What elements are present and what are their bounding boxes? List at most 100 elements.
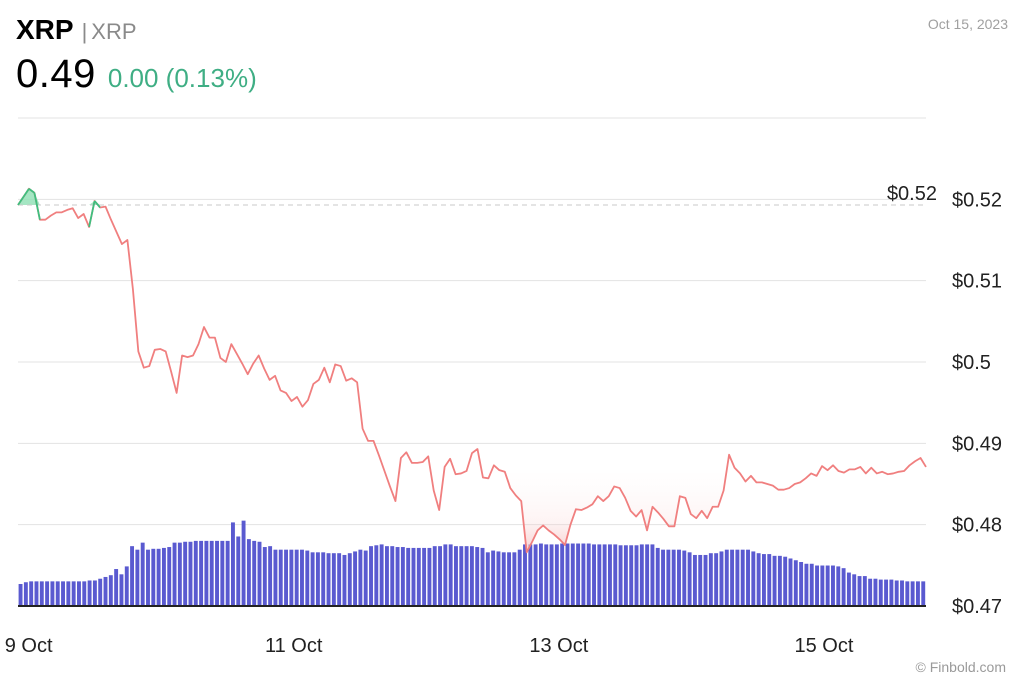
price-segment-up bbox=[88, 200, 96, 228]
volume-bar bbox=[719, 551, 724, 606]
volume-bar bbox=[172, 542, 177, 606]
volume-bar bbox=[140, 542, 145, 606]
volume-bar bbox=[565, 543, 570, 606]
volume-bar bbox=[677, 549, 681, 606]
volume-bar bbox=[273, 549, 278, 606]
volume-bar bbox=[193, 540, 198, 606]
volume-bar bbox=[161, 547, 166, 606]
volume-bar bbox=[416, 547, 421, 606]
volume-bar bbox=[400, 547, 405, 606]
volume-bar bbox=[501, 552, 506, 606]
volume-bar bbox=[650, 544, 655, 606]
price-segment-up bbox=[33, 192, 41, 220]
volume-bar bbox=[666, 549, 671, 606]
current-price: 0.49 bbox=[16, 52, 96, 96]
volume-bar bbox=[379, 544, 384, 606]
volume-bar bbox=[114, 569, 119, 606]
volume-bar bbox=[108, 575, 113, 606]
volume-bar bbox=[34, 581, 39, 606]
volume-bar bbox=[581, 543, 586, 606]
volume-bar bbox=[862, 576, 867, 606]
volume-bar bbox=[204, 540, 209, 606]
volume-bar bbox=[459, 546, 464, 606]
volume-bar bbox=[395, 547, 400, 606]
above-reference-fill bbox=[18, 188, 926, 206]
volume-bar bbox=[857, 576, 862, 606]
volume-bar bbox=[23, 582, 28, 606]
volume-bar bbox=[241, 520, 246, 606]
volume-bar bbox=[464, 546, 469, 606]
volume-bar bbox=[841, 568, 846, 606]
x-axis-labels: 9 Oct 11 Oct 13 Oct 15 Oct bbox=[5, 635, 854, 657]
volume-bar bbox=[146, 549, 150, 606]
asset-symbol: XRP bbox=[16, 14, 74, 45]
volume-bar bbox=[18, 584, 23, 606]
price-change: 0.00 (0.13%) bbox=[107, 63, 257, 93]
volume-bar bbox=[889, 579, 894, 606]
volume-bar bbox=[369, 546, 373, 606]
volume-bar bbox=[454, 546, 458, 606]
volume-bar bbox=[915, 581, 920, 606]
volume-bar bbox=[900, 580, 904, 606]
volume-bar bbox=[608, 544, 612, 606]
volume-bar bbox=[87, 580, 92, 606]
reference-label: $0.52 bbox=[887, 183, 937, 205]
volume-bar bbox=[894, 580, 899, 606]
volume-bar bbox=[384, 546, 389, 606]
y-tick-label: $0.48 bbox=[952, 515, 1002, 537]
volume-bar bbox=[300, 549, 304, 606]
volume-bar bbox=[868, 578, 873, 606]
x-tick-label: 11 Oct bbox=[265, 635, 323, 657]
volume-bar bbox=[629, 545, 634, 606]
volume-bar bbox=[533, 544, 538, 606]
volume-bar bbox=[777, 555, 782, 606]
volume-bar bbox=[698, 554, 703, 606]
x-tick-label: 13 Oct bbox=[529, 635, 588, 657]
volume-bar bbox=[740, 549, 745, 606]
volume-bar bbox=[374, 545, 379, 606]
volume-bar bbox=[517, 549, 522, 606]
volume-bar bbox=[884, 579, 889, 606]
volume-bar bbox=[645, 544, 650, 606]
volume-bar bbox=[554, 544, 559, 606]
y-tick-label: $0.51 bbox=[952, 271, 1002, 293]
volume-bar bbox=[549, 544, 554, 606]
volume-bar bbox=[815, 565, 819, 606]
volume-bar bbox=[772, 555, 777, 606]
y-tick-label: $0.47 bbox=[952, 596, 1002, 618]
x-tick-label: 9 Oct bbox=[5, 635, 53, 657]
volume-bar bbox=[735, 549, 740, 606]
volume-bar bbox=[61, 581, 65, 606]
gridlines bbox=[18, 117, 926, 607]
volume-bar bbox=[92, 580, 97, 606]
volume-bar bbox=[538, 543, 543, 606]
volume-bar bbox=[469, 546, 474, 606]
title-separator: | bbox=[81, 19, 88, 44]
volume-bar bbox=[820, 565, 825, 606]
area-fills bbox=[18, 188, 926, 553]
volume-bar bbox=[289, 549, 294, 606]
volume-bar bbox=[480, 547, 485, 606]
volume-bar bbox=[756, 553, 761, 606]
volume-bar bbox=[156, 548, 161, 606]
volume-bar bbox=[358, 549, 363, 606]
x-tick-label: 15 Oct bbox=[794, 635, 853, 657]
volume-bar bbox=[905, 581, 910, 606]
volume-bar bbox=[215, 540, 219, 606]
volume-bar bbox=[623, 545, 628, 606]
volume-bar bbox=[246, 539, 251, 606]
volume-bar bbox=[103, 576, 108, 606]
volume-bar bbox=[714, 553, 719, 606]
volume-bar bbox=[873, 578, 878, 606]
volume-bar bbox=[411, 547, 416, 606]
volume-bar bbox=[50, 581, 55, 606]
volume-bar bbox=[613, 544, 618, 606]
volume-bar bbox=[427, 547, 432, 606]
title-row: XRP | XRP bbox=[16, 14, 257, 46]
y-tick-label: $0.5 bbox=[952, 352, 991, 374]
volume-bar bbox=[809, 563, 814, 606]
y-tick-label: $0.52 bbox=[952, 189, 1002, 211]
volume-bar bbox=[315, 552, 320, 606]
y-axis-labels: $0.52 $0.51 $0.5 $0.49 $0.48 $0.47 bbox=[952, 189, 1002, 618]
